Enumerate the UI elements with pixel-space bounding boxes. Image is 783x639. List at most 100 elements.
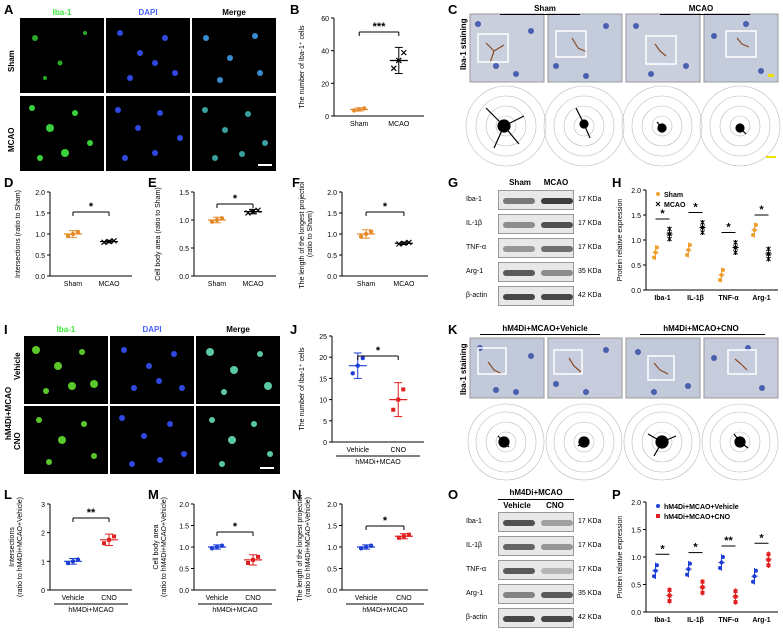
legend-marker [656,504,660,508]
y-axis-label: Cell body area(ratio to hM4Di+MCAO+Vehic… [153,497,168,597]
y-tick-label: 2.0 [631,188,641,195]
data-point [667,588,672,592]
data-point [256,554,261,559]
blot-band [503,616,535,622]
data-point [400,240,407,247]
y-tick-label: 1 [41,559,45,566]
x-tick-label: IL-1β [687,617,704,624]
blot-band-label: Arg-1 [466,268,484,275]
data-point [65,560,71,566]
data-point [700,220,705,225]
c-sham-line [500,14,580,15]
y-tick-label: 0.5 [179,567,189,574]
data-point [700,230,705,235]
panel-label-o: O [448,487,459,502]
data-point [766,563,771,568]
y-tick-label: 40 [321,49,329,56]
significance-label: * [383,201,388,213]
group-label: hM4Di+MCAO [362,607,408,614]
x-tick-label: Vehicle [355,595,378,602]
a-col-iba1: Iba-1 [52,8,72,17]
legend-marker [656,192,660,196]
blot-band-label: Iba-1 [466,518,482,525]
data-point [352,108,357,113]
a-col-merge: Merge [222,8,246,17]
chart-h: 0.0 0.5 1.0 1.5 2.0 Protein relative expressi… [612,182,782,315]
data-point [112,534,117,539]
y-tick-label: 5 [323,419,327,426]
y-tick-label: 0 [325,114,329,121]
y-axis-label: Protein relative expression [617,516,624,599]
c-group-sham: Sham [534,4,556,13]
chart-h-svg: 0.0 0.5 1.0 1.5 2.0 Protein relative expressi… [617,188,778,302]
c-panel [456,6,782,175]
chart-f: 0.0 0.5 1.0 1.5 2.0 Sham MCAO The length of the… [294,179,444,312]
data-point [401,387,406,392]
significance-label: * [660,208,665,220]
blot-band-strip [498,238,574,258]
y-tick-label: 1.5 [179,524,189,531]
data-point [667,593,672,598]
group-label: hM4Di+MCAO [355,459,401,466]
data-point [686,567,691,572]
data-point [700,579,705,584]
y-axis-label: The length of the longest projection(rat… [299,182,314,289]
data-point [652,255,656,260]
significance-label: * [693,202,698,214]
blot-kda-label: 35 KDa [578,268,602,275]
y-tick-label: 3 [41,502,45,509]
chart-l: 0 1 2 3 Vehicle CNO hM4Di+MCAO Intersections(ra… [6,494,146,639]
data-point [721,268,725,272]
data-point [719,560,724,565]
y-tick-label: 1.5 [631,213,641,220]
x-tick-label: Sham [64,281,82,288]
blot-kda-label: 35 KDa [578,590,602,597]
chart-b-svg: 0 20 40 60 Sham MCAO The number of Iba-1⁺ cell… [299,16,424,128]
i-image-grid [24,336,282,479]
x-tick-label: Sham [357,281,375,288]
blot-band-strip [498,286,574,306]
data-point [391,407,396,412]
significance-label: *** [373,21,387,33]
data-point [70,231,76,237]
data-point [752,574,757,579]
k-group-vehicle: hM4Di+MCAO+Vehicle [502,324,588,333]
panel-label-h: H [612,175,622,190]
c-images [465,13,781,167]
x-tick-label: MCAO [243,281,265,288]
data-point [406,532,411,537]
legend-marker [656,514,660,518]
data-point [752,228,757,232]
data-point [368,543,374,548]
x-tick-label: Vehicle [346,447,369,454]
blot-kda-label: 42 KDa [578,614,602,621]
blot-band [503,222,535,228]
data-point [667,231,672,237]
y-tick-label: 2.0 [631,500,641,507]
chart-n: 0.0 0.5 1.0 1.5 2.0 Vehicle CNO hM4Di+MCAO The l… [294,492,444,639]
y-tick-label: 1.5 [327,211,337,218]
blot-band-strip [498,262,574,282]
chart-m: 0.0 0.5 1.0 1.5 2.0 Vehicle CNO hM4Di+MCAO Cell … [150,494,290,639]
chart-j: 0 5 10 15 20 25 Vehicle CNO hM4Di+MCAO The number… [292,328,442,493]
significance-label: * [233,521,238,533]
data-point [652,574,656,579]
data-point [405,239,412,246]
data-point [667,236,672,242]
data-point [395,57,402,64]
panel-label-d: D [4,175,14,190]
data-point [219,543,225,548]
significance-label: * [693,542,698,554]
x-tick-label: IL-1β [687,295,704,302]
data-point [358,546,364,551]
y-axis-label: The number of Iba-1⁺ cells [299,347,306,431]
data-point [766,246,771,252]
significance-label: * [233,193,238,205]
y-axis-label: Protein relative expression [617,199,624,282]
y-tick-label: 0.5 [631,583,641,590]
x-tick-label: Iba-1 [654,617,670,624]
data-point [75,557,81,562]
legend-label: hM4Di+MCAO+Vehicle [664,504,739,511]
chart-l-svg: 0 1 2 3 Vehicle CNO hM4Di+MCAO Intersections(ra… [9,497,132,614]
a-col-dapi: DAPI [138,8,158,17]
